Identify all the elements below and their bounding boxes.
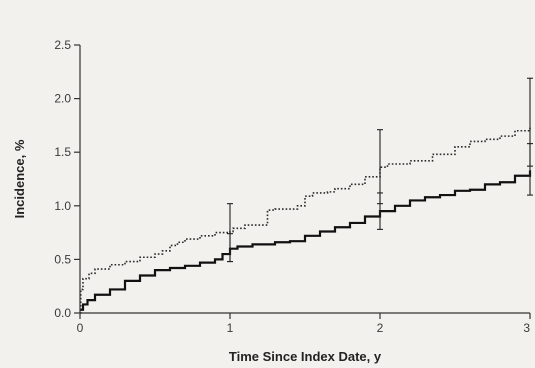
x-axis-title: Time Since Index Date, y — [229, 349, 382, 364]
x-tick-label-2: 2 — [377, 321, 384, 335]
x-tick-label-0: 0 — [77, 321, 84, 335]
y-axis-title: Incidence, % — [12, 139, 27, 218]
axes: 0.0 0.5 1.0 1.5 2.0 2.5 0 1 2 3 — [54, 38, 531, 335]
y-tick-label-4: 2.0 — [54, 92, 71, 106]
y-tick-label-5: 2.5 — [54, 38, 71, 52]
x-tick-label-1: 1 — [227, 321, 234, 335]
y-tick-label-0: 0.0 — [54, 306, 71, 320]
x-tick-label-3: 3 — [523, 321, 530, 335]
plot-lines — [79, 77, 533, 314]
y-tick-label-3: 1.5 — [54, 145, 71, 159]
y-tick-label-1: 0.5 — [54, 252, 71, 266]
y-tick-label-2: 1.0 — [54, 199, 71, 213]
series-0-line — [79, 126, 531, 314]
series-1-line — [80, 170, 532, 311]
